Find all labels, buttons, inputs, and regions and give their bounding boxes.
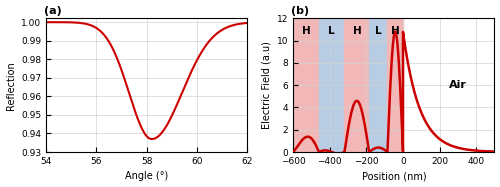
Bar: [344, 19, 369, 152]
Text: (a): (a): [44, 6, 62, 16]
Text: (b): (b): [291, 6, 310, 16]
X-axis label: Angle (°): Angle (°): [125, 171, 168, 181]
Bar: [293, 19, 319, 152]
Bar: [388, 19, 403, 152]
Text: L: L: [328, 26, 335, 36]
X-axis label: Position (nm): Position (nm): [362, 171, 426, 181]
Text: H: H: [302, 26, 310, 36]
Y-axis label: Electric Field (a.u): Electric Field (a.u): [262, 41, 272, 129]
Text: L: L: [375, 26, 382, 36]
Text: H: H: [352, 26, 362, 36]
Text: H: H: [391, 26, 400, 36]
Bar: [369, 19, 388, 152]
Text: Air: Air: [449, 80, 467, 90]
Bar: [319, 19, 344, 152]
Y-axis label: Reflection: Reflection: [6, 61, 16, 110]
